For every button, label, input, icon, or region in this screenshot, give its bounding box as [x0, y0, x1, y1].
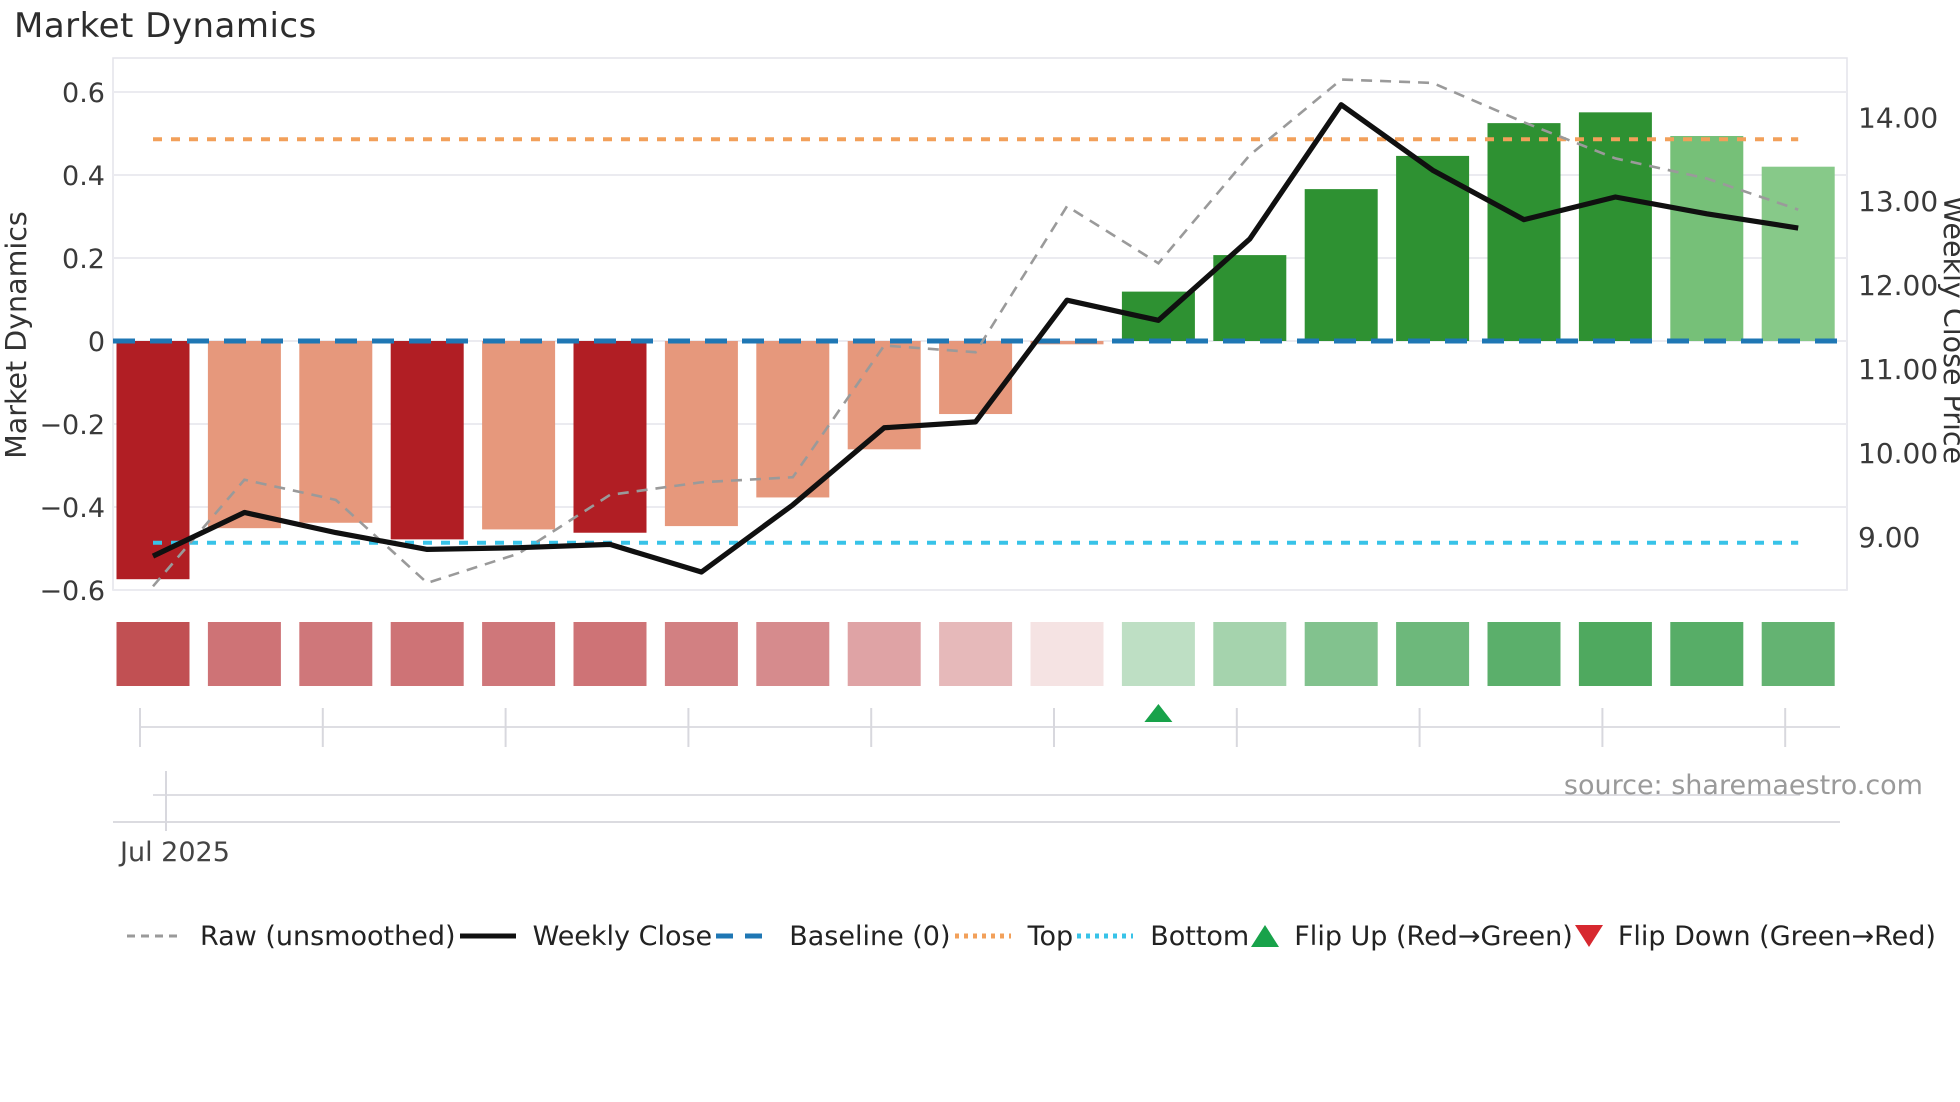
dynamics-bar: [1670, 135, 1744, 341]
legend-label: Flip Up (Red→Green): [1294, 920, 1573, 952]
dynamics-bar: [390, 341, 464, 540]
strip-cell: [1213, 622, 1287, 686]
strip-cell: [847, 622, 921, 686]
strip-cell: [1121, 622, 1195, 686]
dynamics-bar: [299, 341, 373, 523]
legend-item: Baseline (0): [714, 920, 951, 952]
strip-cell: [1396, 622, 1470, 686]
dynamics-bar: [847, 341, 921, 450]
strip-cell: [299, 622, 373, 686]
strip-cell: [207, 622, 281, 686]
weekly-close-line: [151, 102, 1799, 575]
left-axis-tick-label: 0.4: [62, 161, 105, 192]
chart-title: Market Dynamics: [14, 6, 317, 46]
flip-up-triangle-icon: [1251, 925, 1280, 947]
left-axis-title: Market Dynamics: [0, 211, 33, 459]
flip-up-marker: [1144, 704, 1173, 722]
dynamics-bar: [207, 341, 281, 529]
strip-cell: [482, 622, 556, 686]
strip-cell: [756, 622, 830, 686]
dynamics-bar: [1761, 166, 1835, 341]
legend-item: Flip Up (Red→Green): [1251, 921, 1573, 952]
strip-cell: [1578, 622, 1652, 686]
legend-label: Weekly Close: [532, 920, 713, 952]
strip-cell: [116, 622, 190, 686]
chart-legend: Raw (unsmoothed) Weekly Close Baseline (0)…: [125, 908, 1936, 964]
dynamics-bar: [1487, 123, 1561, 341]
strip-cell: [1670, 622, 1744, 686]
right-axis-tick-label: 10.00: [1858, 437, 1938, 470]
legend-item: Flip Down (Green→Red): [1574, 920, 1936, 952]
left-axis-tick-label: −0.2: [39, 410, 105, 441]
dynamics-bar: [1396, 155, 1470, 341]
raw-line: [152, 78, 1799, 588]
strip-cell: [390, 622, 464, 686]
legend-label: Top: [1027, 920, 1074, 952]
strip-cell: [1761, 622, 1835, 686]
legend-label: Baseline (0): [789, 920, 951, 952]
legend-line-swatch: [459, 933, 516, 939]
dynamics-bar: [1578, 112, 1652, 342]
dynamics-bar: [116, 341, 190, 580]
dynamics-bar: [1304, 189, 1378, 341]
legend-line-swatch: [1077, 933, 1134, 939]
dynamics-bar: [664, 341, 738, 527]
legend-line-swatch: [127, 934, 183, 938]
legend-line-swatch: [716, 933, 773, 939]
right-axis-tick-label: 11.00: [1858, 353, 1938, 386]
strip-cell: [1304, 622, 1378, 686]
legend-item: Bottom: [1075, 921, 1249, 952]
right-axis-tick-label: 13.00: [1858, 185, 1938, 218]
legend-label: Bottom: [1150, 920, 1250, 952]
dynamics-bar: [1213, 255, 1287, 341]
legend-item: Weekly Close: [458, 920, 713, 952]
left-axis-tick-label: 0.2: [62, 244, 105, 275]
strip-cell: [1487, 622, 1561, 686]
left-axis-tick-label: −0.4: [39, 493, 105, 524]
strip-cell: [573, 622, 647, 686]
dynamics-bar: [756, 341, 830, 498]
legend-label: Flip Down (Green→Red): [1617, 920, 1936, 952]
legend-item: Raw (unsmoothed): [125, 921, 456, 952]
legend-item: Top: [953, 920, 1074, 952]
strip-cell: [1030, 622, 1104, 686]
x-axis-month-label: Jul 2025: [118, 837, 230, 868]
left-axis-tick-label: 0: [88, 327, 105, 358]
right-axis-tick-label: 14.00: [1858, 101, 1938, 134]
right-axis-title: Weekly Close Price: [1937, 196, 1960, 464]
flip-down-triangle-icon: [1574, 925, 1603, 947]
legend-line-swatch: [954, 933, 1011, 939]
legend-label: Raw (unsmoothed): [200, 920, 456, 952]
dynamics-bar: [1030, 341, 1104, 345]
dynamics-bar: [573, 341, 647, 533]
dynamics-bar: [482, 341, 556, 530]
right-axis-tick-label: 9.00: [1858, 521, 1920, 554]
right-axis-tick-label: 12.00: [1858, 269, 1938, 302]
strip-cell: [939, 622, 1013, 686]
source-credit: source: sharemaestro.com: [1564, 770, 1923, 801]
left-axis-tick-label: 0.6: [62, 78, 105, 109]
left-axis-tick-label: −0.6: [39, 576, 105, 607]
strip-cell: [664, 622, 738, 686]
